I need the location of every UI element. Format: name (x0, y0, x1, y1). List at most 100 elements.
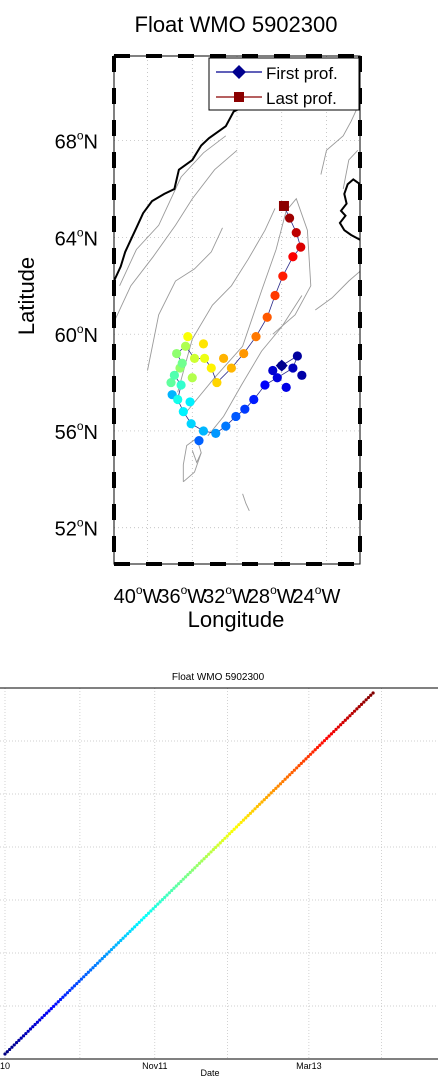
map-legend: First prof. Last prof. (208, 57, 360, 111)
profile-point (251, 332, 261, 342)
time-point (5, 1050, 9, 1054)
frame-segment (146, 562, 162, 566)
time-point (86, 970, 90, 974)
time-point (267, 793, 271, 797)
frame-segment (358, 152, 362, 168)
profile-point (272, 373, 282, 383)
time-point (315, 745, 320, 750)
time-point (260, 800, 264, 804)
map-y-axis-label: Latitude (14, 257, 39, 335)
frame-segment (112, 216, 116, 232)
time-background (0, 688, 438, 1059)
time-point (190, 868, 195, 872)
time-point (142, 916, 146, 920)
profile-point (288, 363, 298, 373)
time-point (239, 820, 243, 825)
time-point (352, 709, 357, 713)
time-point (14, 1041, 19, 1045)
time-point (146, 911, 151, 915)
time-point (144, 913, 148, 918)
map-x-tick-label: 40oW (114, 583, 162, 608)
time-point (334, 727, 338, 731)
time-point (75, 982, 79, 986)
frame-segment (112, 536, 116, 552)
time-point (336, 725, 340, 729)
bathymetry-contour (177, 208, 276, 393)
time-point (167, 891, 171, 895)
frame-outline (113, 55, 361, 565)
time-plot-area (0, 687, 438, 1060)
time-x-tick-label: Nov11 (142, 1061, 167, 1071)
frame-segment (112, 344, 116, 360)
time-point (325, 736, 329, 741)
time-point (339, 723, 343, 727)
iceland-coastline (338, 178, 361, 241)
time-point (227, 832, 232, 836)
profile-point (240, 404, 250, 414)
profile-point (291, 227, 301, 238)
time-title: Float WMO 5902300 (172, 672, 265, 683)
time-point (26, 1029, 30, 1033)
map-y-tick-label: 60oN (55, 322, 98, 347)
bathymetry-contour (113, 149, 238, 323)
frame-segment (274, 54, 290, 58)
time-point (183, 875, 188, 879)
map-frame (112, 54, 362, 566)
time-point (225, 834, 229, 838)
time-point (45, 1011, 49, 1015)
time-grid (0, 688, 438, 1059)
bathymetry-contour (242, 493, 250, 511)
time-point (68, 988, 72, 993)
frame-segment (338, 562, 354, 566)
time-point (52, 1004, 56, 1008)
frame-segment (358, 56, 362, 72)
legend-last-marker (234, 92, 244, 102)
frame-segment (242, 562, 258, 566)
time-point (116, 941, 121, 945)
time-point (364, 698, 368, 702)
time-point (283, 777, 287, 781)
time-point (221, 838, 225, 843)
time-point (181, 877, 185, 881)
time-point (186, 873, 190, 877)
time-x-axis-label: Date (200, 1068, 219, 1078)
time-point (276, 784, 280, 788)
time-point (114, 943, 118, 947)
frame-segment (210, 54, 226, 58)
map-y-tick-label: 56oN (55, 419, 98, 444)
frame-segment (358, 120, 362, 136)
time-point (112, 945, 116, 949)
time-point (216, 843, 220, 847)
frame-segment (112, 312, 116, 328)
time-point (70, 986, 74, 990)
frame-segment (358, 504, 362, 520)
profile-point (186, 419, 196, 429)
profile-point (199, 353, 210, 363)
time-point (137, 920, 141, 924)
map-x-axis-label: Longitude (188, 607, 285, 632)
time-point (318, 743, 322, 747)
profile-point (284, 213, 295, 223)
time-point (355, 707, 359, 711)
time-x-tick-labels: 10 Nov11 Mar13 (0, 1061, 322, 1071)
frame-segment (210, 562, 226, 566)
map-y-tick-label: 52oN (55, 516, 98, 541)
time-point (10, 1045, 14, 1049)
profile-point (198, 426, 209, 436)
profile-point (206, 363, 216, 373)
legend-first-marker (232, 65, 246, 79)
time-point (204, 854, 209, 859)
map-x-tick-label: 36oW (158, 583, 206, 608)
frame-segment (112, 504, 116, 520)
time-point (102, 954, 107, 958)
time-point (24, 1031, 28, 1036)
bathymetry-contour (191, 450, 202, 464)
time-point (84, 972, 88, 977)
profile-point (166, 377, 176, 388)
time-point (128, 929, 132, 933)
time-point (177, 882, 181, 886)
time-point (271, 789, 276, 793)
time-point (91, 966, 95, 970)
profile-point (226, 363, 237, 373)
time-point (121, 936, 125, 940)
